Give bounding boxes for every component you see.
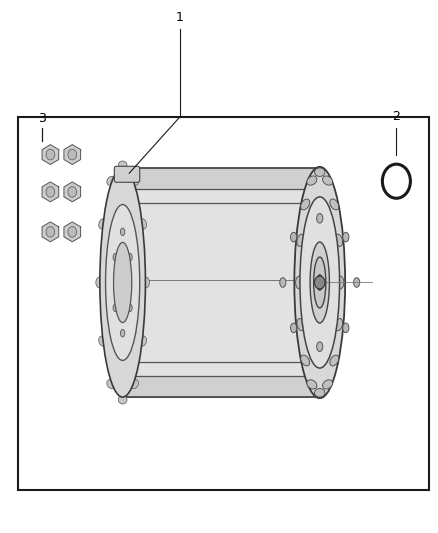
- Ellipse shape: [337, 276, 344, 289]
- Circle shape: [382, 164, 410, 198]
- Ellipse shape: [297, 234, 304, 246]
- Ellipse shape: [335, 234, 343, 246]
- Circle shape: [68, 149, 77, 160]
- Circle shape: [46, 227, 55, 237]
- Ellipse shape: [142, 277, 149, 288]
- Bar: [18, 117, 429, 490]
- Ellipse shape: [280, 278, 286, 287]
- Ellipse shape: [307, 380, 317, 389]
- Ellipse shape: [107, 176, 115, 185]
- Circle shape: [46, 187, 55, 197]
- Ellipse shape: [301, 355, 310, 366]
- Ellipse shape: [296, 276, 303, 289]
- Polygon shape: [64, 222, 81, 242]
- Text: 1: 1: [176, 11, 184, 24]
- Ellipse shape: [307, 176, 317, 185]
- Ellipse shape: [314, 389, 325, 397]
- Polygon shape: [42, 182, 59, 202]
- Ellipse shape: [113, 253, 117, 261]
- Ellipse shape: [290, 323, 297, 333]
- Polygon shape: [64, 144, 81, 165]
- Ellipse shape: [353, 278, 360, 287]
- Ellipse shape: [113, 304, 117, 312]
- Ellipse shape: [294, 167, 345, 398]
- Text: 3: 3: [38, 112, 46, 125]
- Ellipse shape: [300, 197, 339, 368]
- Ellipse shape: [335, 319, 343, 331]
- FancyBboxPatch shape: [114, 166, 140, 182]
- Ellipse shape: [322, 176, 332, 185]
- Polygon shape: [64, 182, 81, 202]
- Ellipse shape: [330, 355, 339, 366]
- Circle shape: [68, 227, 77, 237]
- Polygon shape: [42, 144, 59, 165]
- Text: 2: 2: [392, 110, 400, 123]
- Ellipse shape: [290, 232, 297, 242]
- Ellipse shape: [107, 379, 115, 389]
- Ellipse shape: [139, 219, 147, 229]
- Ellipse shape: [297, 319, 304, 331]
- Ellipse shape: [106, 205, 140, 360]
- Ellipse shape: [128, 304, 132, 312]
- Ellipse shape: [343, 323, 349, 333]
- Circle shape: [46, 149, 55, 160]
- Circle shape: [314, 276, 325, 289]
- Ellipse shape: [130, 176, 138, 185]
- Ellipse shape: [99, 219, 106, 229]
- Ellipse shape: [128, 253, 132, 261]
- Ellipse shape: [317, 214, 323, 223]
- Ellipse shape: [120, 228, 125, 236]
- Ellipse shape: [322, 380, 332, 389]
- Circle shape: [68, 187, 77, 197]
- Ellipse shape: [317, 342, 323, 351]
- Ellipse shape: [130, 379, 138, 389]
- Ellipse shape: [96, 277, 103, 288]
- Polygon shape: [123, 168, 320, 397]
- Ellipse shape: [113, 243, 132, 322]
- Ellipse shape: [301, 199, 310, 210]
- Ellipse shape: [120, 329, 125, 337]
- Ellipse shape: [118, 161, 127, 169]
- Ellipse shape: [314, 257, 326, 308]
- Ellipse shape: [343, 232, 349, 242]
- Ellipse shape: [310, 242, 329, 323]
- Ellipse shape: [118, 395, 127, 404]
- Ellipse shape: [330, 199, 339, 210]
- Polygon shape: [42, 222, 59, 242]
- Ellipse shape: [317, 275, 323, 290]
- Ellipse shape: [314, 168, 325, 176]
- Ellipse shape: [99, 336, 106, 346]
- Ellipse shape: [100, 168, 145, 397]
- Ellipse shape: [139, 336, 147, 346]
